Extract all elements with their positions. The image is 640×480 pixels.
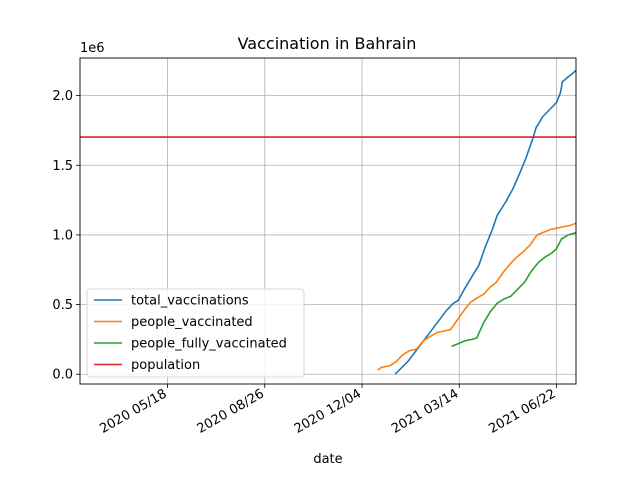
series-line-people-fully-vaccinated: [451, 232, 577, 348]
plot-frame: [79, 57, 577, 385]
y-tick-label: 2.0: [52, 89, 73, 104]
y-tick-label: 0.5: [52, 298, 73, 313]
legend-box: [86, 288, 305, 378]
series-lines: [80, 69, 577, 375]
x-axis-label: date: [313, 452, 342, 467]
y-tick-label: 0.0: [52, 368, 73, 383]
chart-title: Vaccination in Bahrain: [238, 34, 417, 53]
legend-entry: people_vaccinated: [131, 315, 253, 330]
series-line-total-vaccinations: [394, 69, 577, 375]
y-offset-label: 1e6: [80, 41, 105, 56]
legend: total_vaccinations people_vaccinatedpeopl…: [86, 288, 305, 378]
y-tick-label: 1.5: [52, 159, 73, 174]
grid: [80, 58, 576, 384]
series-line-people-vaccinated: [377, 222, 577, 371]
legend-entry: people_fully_vaccinated: [131, 337, 287, 352]
y-axis: 0.0 0.5 1.0 1.5 2.0: [52, 89, 80, 383]
legend-entry: total_vaccinations: [131, 294, 249, 309]
y-tick-label: 1.0: [52, 228, 73, 243]
legend-entry: population: [131, 358, 200, 373]
